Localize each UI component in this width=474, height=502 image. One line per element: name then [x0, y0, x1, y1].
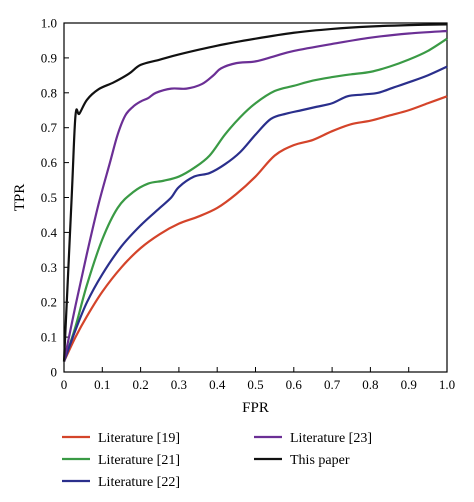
legend: Literature [19] Literature [21] Literature…	[62, 431, 372, 490]
y-tick-label: 0.9	[41, 50, 57, 65]
series-line-4	[62, 29, 448, 362]
series-line-2	[62, 37, 448, 362]
y-tick-label: 0.1	[41, 330, 57, 345]
legend-item: Literature [19]	[62, 431, 180, 446]
legend-label: Literature [21]	[98, 453, 180, 468]
y-axis-label: TPR	[12, 184, 28, 212]
series-line-5	[62, 23, 448, 362]
y-tick-label: 0.8	[41, 85, 57, 100]
x-tick-label: 1.0	[439, 377, 455, 392]
y-tick-label: 0.7	[41, 120, 58, 135]
legend-label: Literature [22]	[98, 475, 180, 490]
legend-item: Literature [21]	[62, 453, 180, 468]
y-tick-label: 0.3	[41, 260, 57, 275]
y-tick-label: 1.0	[41, 16, 57, 31]
x-tick-label: 0	[61, 377, 68, 392]
plot-frame-group	[63, 22, 448, 373]
axis-labels-group: FPR TPR	[12, 184, 269, 416]
x-tick-label: 0.3	[171, 377, 187, 392]
y-tick-label: 0.4	[41, 225, 58, 240]
series-line-1	[63, 95, 448, 362]
legend-label: Literature [23]	[290, 431, 372, 446]
x-tick-label: 0.6	[286, 377, 303, 392]
x-tick-label: 0.8	[362, 377, 378, 392]
ticks-group: 0 0.1 0.2 0.3 0.4 0.5 0.6 0.7 0.8 0.9 1.0 0 0.1 0.2 0.…	[41, 16, 455, 393]
y-tick-label: 0.5	[41, 190, 57, 205]
x-tick-label: 0.2	[132, 377, 148, 392]
legend-item: Literature [23]	[254, 431, 372, 446]
x-tick-label: 0.1	[94, 377, 110, 392]
legend-label: Literature [19]	[98, 431, 180, 446]
series-line-3	[62, 65, 448, 362]
x-tick-label: 0.5	[247, 377, 263, 392]
x-tick-label: 0.4	[209, 377, 226, 392]
legend-item: This paper	[254, 453, 350, 468]
y-tick-label: 0	[51, 365, 58, 380]
y-tick-label: 0.6	[41, 155, 58, 170]
legend-label: This paper	[290, 453, 350, 468]
series-group	[62, 23, 448, 362]
x-axis-label: FPR	[242, 400, 269, 416]
plot-frame	[63, 22, 448, 373]
x-tick-label: 0.7	[324, 377, 341, 392]
y-tick-label: 0.2	[41, 295, 57, 310]
x-tick-label: 0.9	[401, 377, 417, 392]
legend-item: Literature [22]	[62, 475, 180, 490]
